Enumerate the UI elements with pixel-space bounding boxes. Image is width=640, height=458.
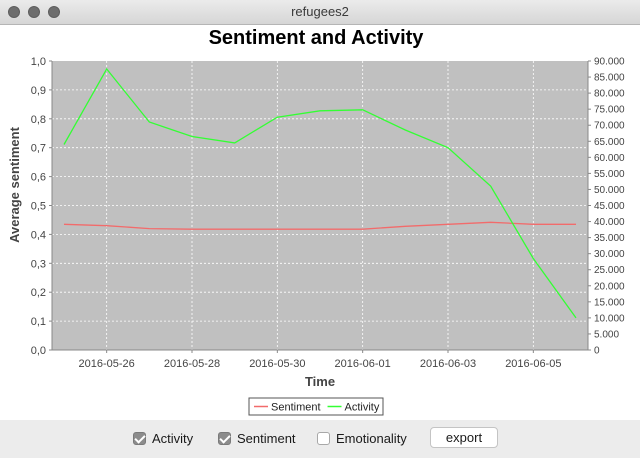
right-tick-label: 5.000 (594, 329, 619, 340)
right-tick-label: 85.000 (594, 73, 625, 84)
emotionality-checkbox-label: Emotionality (336, 431, 407, 446)
sentiment-checkbox-label: Sentiment (237, 431, 296, 446)
right-tick-label: 70.000 (594, 121, 625, 132)
right-tick-label: 10.000 (594, 313, 625, 324)
legend: Sentiment Activity (248, 397, 384, 416)
series-line-sentiment (63, 221, 576, 230)
activity-checkbox[interactable]: Activity (133, 431, 193, 446)
y-axis-label: Average sentiment (7, 126, 22, 243)
right-tick-label: 90.000 (594, 57, 625, 68)
chart-panel: Sentiment and Activity 0,0 0,1 0,2 0,3 0,4 0,… (0, 25, 640, 420)
checkbox-unchecked-icon[interactable] (317, 432, 330, 445)
x-tick-label: 2016-05-30 (249, 358, 305, 370)
chart-title: Sentiment and Activity (209, 27, 425, 49)
left-tick-label: 0,4 (31, 229, 46, 241)
controls-bar: Activity Sentiment Emotionality export (0, 420, 640, 458)
right-tick-label: 75.000 (594, 105, 625, 116)
left-tick-label: 0,1 (31, 316, 46, 328)
left-tick-label: 0,5 (31, 201, 46, 213)
right-tick-label: 15.000 (594, 297, 625, 308)
activity-checkbox-label: Activity (152, 431, 194, 446)
sentiment-checkbox[interactable]: Sentiment (218, 431, 296, 446)
x-tick-label: 2016-06-05 (505, 358, 561, 370)
right-tick-label: 55.000 (594, 169, 625, 180)
right-tick-label: 20.000 (594, 281, 625, 292)
right-tick-label: 50.000 (594, 185, 625, 196)
left-tick-label: 0,8 (31, 114, 46, 126)
left-tick-label: 1,0 (31, 56, 46, 68)
x-axis-label: Time (305, 374, 335, 389)
x-tick-label: 2016-05-28 (164, 358, 220, 370)
x-tick-label: 2016-06-03 (420, 358, 476, 370)
left-tick-label: 0,0 (31, 345, 46, 357)
checkbox-checked-icon[interactable] (218, 432, 231, 445)
right-tick-label: 25.000 (594, 265, 625, 276)
x-axis-ticks: 2016-05-26 2016-05-28 2016-05-30 2016-06-01… (79, 350, 561, 370)
minimize-window-button[interactable] (28, 6, 40, 18)
left-tick-label: 0,7 (31, 143, 46, 155)
x-tick-label: 2016-05-26 (79, 358, 135, 370)
right-tick-label: 35.000 (594, 233, 625, 244)
right-tick-label: 30.000 (594, 249, 625, 260)
x-tick-label: 2016-06-01 (335, 358, 391, 370)
window-title: refugees2 (291, 4, 349, 19)
legend-label: Activity (345, 402, 380, 414)
left-tick-label: 0,9 (31, 85, 46, 97)
series-lines (63, 67, 577, 319)
line-chart: Sentiment and Activity 0,00,10,20,30,40,… (0, 25, 640, 420)
right-tick-label: 0 (594, 346, 600, 357)
zoom-window-button[interactable] (48, 6, 60, 18)
right-tick-label: 45.000 (594, 201, 625, 212)
right-tick-label: 65.000 (594, 137, 625, 148)
series-line-activity (63, 67, 577, 319)
emotionality-checkbox[interactable]: Emotionality (317, 431, 407, 446)
left-axis-ticks: 0,0 0,1 0,2 0,3 0,4 0,5 0,6 0,7 0,8 0,9 1,0 (31, 56, 52, 357)
grid-lines (52, 61, 588, 350)
close-window-button[interactable] (8, 6, 20, 18)
left-tick-label: 0,2 (31, 287, 46, 299)
legend-box (248, 397, 384, 416)
right-tick-label: 40.000 (594, 217, 625, 228)
right-axis-ticks: 0 5.000 10.000 15.000 20.000 25.000 30.000 35.0… (588, 57, 625, 357)
checkbox-checked-icon[interactable] (133, 432, 146, 445)
title-bar: refugees2 (0, 0, 640, 25)
right-tick-label: 60.000 (594, 153, 625, 164)
legend-label: Sentiment (271, 402, 321, 414)
right-tick-label: 80.000 (594, 89, 625, 100)
left-tick-label: 0,3 (31, 258, 46, 270)
left-tick-label: 0,6 (31, 172, 46, 184)
export-button[interactable]: export (430, 427, 498, 448)
